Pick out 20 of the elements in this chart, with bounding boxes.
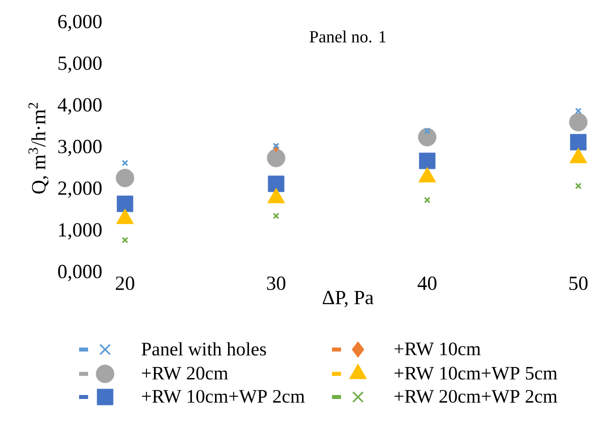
y-tick-label: 4,000 <box>58 98 102 115</box>
legend-label: +RW 10cm+WP 5cm <box>394 366 558 380</box>
legend-label: +RW 20cm <box>142 366 228 380</box>
legend-label: Panel with holes <box>142 342 266 356</box>
x-tick-label: 20 <box>116 276 134 290</box>
legend-label: +RW 10cm <box>394 342 481 356</box>
x-tick-label: 40 <box>418 276 436 290</box>
y-tick-label: 5,000 <box>58 56 102 73</box>
x-tick-label: 30 <box>267 276 286 290</box>
y-tick-label: 6,000 <box>58 14 102 32</box>
y-tick-label: 0,000 <box>58 264 102 282</box>
y-tick-label: 2,000 <box>58 181 102 198</box>
y-tick-label: 1,000 <box>59 223 102 240</box>
legend-label: +RW 10cm+WP 2cm <box>142 390 305 403</box>
y-tick-label: 3,000 <box>58 140 102 156</box>
x-axis-title: ΔP, Pa <box>322 290 374 308</box>
x-tick-label: 50 <box>569 276 588 290</box>
y-axis-title: Q, m$^{3}$/h·m$^{2}$ <box>28 102 48 194</box>
legend-label: +RW 20cm+WP 2cm <box>394 390 558 403</box>
chart-title: Panel no. 1 <box>310 30 386 43</box>
